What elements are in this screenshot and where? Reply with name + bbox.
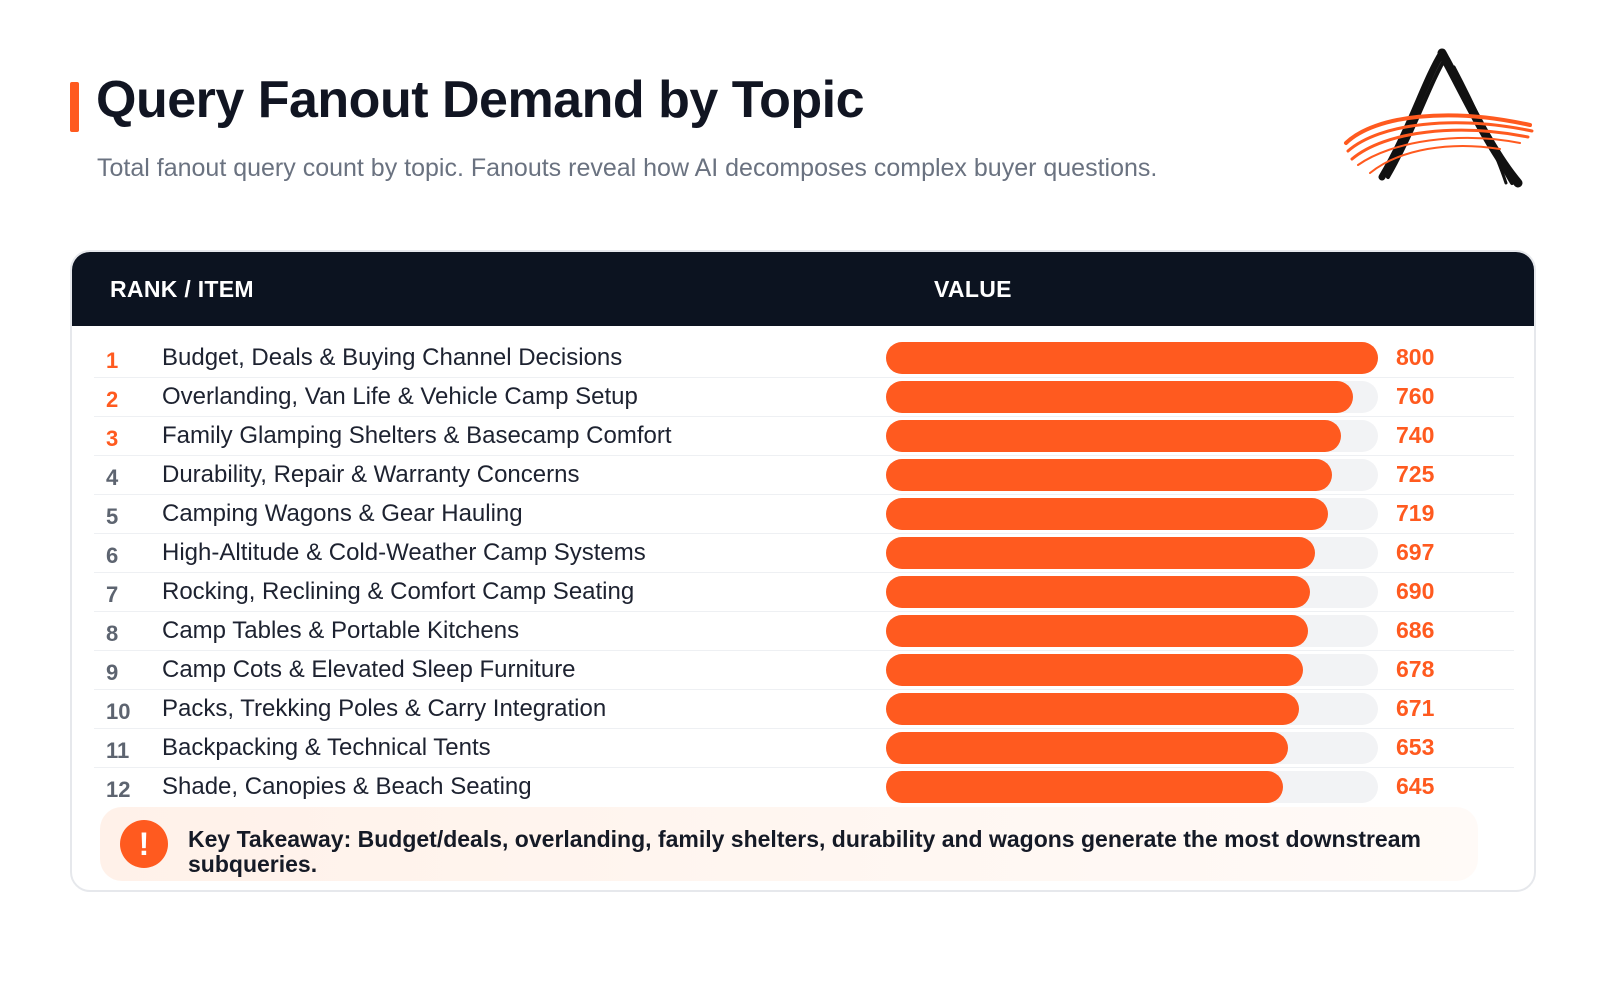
row-rank: 6 bbox=[106, 543, 119, 568]
stylized-a-logo-icon bbox=[1344, 48, 1534, 188]
table-row: 3 Family Glamping Shelters & Basecamp Com… bbox=[94, 416, 1514, 456]
row-value-label: 690 bbox=[1396, 578, 1435, 604]
value-bar bbox=[886, 537, 1315, 569]
title-accent-bar bbox=[70, 82, 79, 132]
table-row: 9 Camp Cots & Elevated Sleep Furniture 678 bbox=[94, 650, 1514, 690]
bar-track bbox=[886, 576, 1378, 608]
column-header-value: VALUE bbox=[934, 276, 1012, 302]
bar-track bbox=[886, 498, 1378, 530]
row-rank: 2 bbox=[106, 387, 119, 412]
row-value-label: 719 bbox=[1396, 500, 1435, 526]
column-header-rank-item: RANK / ITEM bbox=[110, 276, 254, 302]
table-row: 12 Shade, Canopies & Beach Seating 645 bbox=[94, 767, 1514, 806]
value-bar bbox=[886, 459, 1332, 491]
bar-track bbox=[886, 771, 1378, 803]
row-value-label: 671 bbox=[1396, 695, 1435, 721]
key-takeaway-callout: ! Key Takeaway: Budget/deals, overlandin… bbox=[100, 807, 1478, 881]
row-item-label: Durability, Repair & Warranty Concerns bbox=[162, 461, 580, 488]
bar-track bbox=[886, 459, 1378, 491]
row-rank: 8 bbox=[106, 621, 119, 646]
value-bar bbox=[886, 342, 1378, 374]
bar-track bbox=[886, 693, 1378, 725]
row-item-label: Overlanding, Van Life & Vehicle Camp Set… bbox=[162, 383, 638, 410]
row-rank: 5 bbox=[106, 504, 119, 529]
bar-track bbox=[886, 654, 1378, 686]
row-rank: 7 bbox=[106, 582, 119, 607]
row-value-label: 678 bbox=[1396, 656, 1435, 682]
value-bar bbox=[886, 381, 1353, 413]
row-rank: 9 bbox=[106, 660, 119, 685]
row-rank: 12 bbox=[106, 777, 131, 802]
row-rank: 4 bbox=[106, 465, 119, 490]
table-header: RANK / ITEM VALUE bbox=[72, 252, 1534, 326]
row-value-label: 740 bbox=[1396, 422, 1435, 448]
table-row: 2 Overlanding, Van Life & Vehicle Camp Se… bbox=[94, 377, 1514, 417]
row-value-label: 800 bbox=[1396, 344, 1435, 370]
bar-track bbox=[886, 342, 1378, 374]
ranking-table: RANK / ITEM VALUE 1 Budget, Deals & Buyin… bbox=[70, 250, 1536, 892]
row-rank: 1 bbox=[106, 348, 119, 373]
table-row: 10 Packs, Trekking Poles & Carry Integrat… bbox=[94, 689, 1514, 729]
value-bar bbox=[886, 732, 1288, 764]
row-value-label: 697 bbox=[1396, 539, 1435, 565]
exclamation-icon: ! bbox=[120, 820, 168, 868]
row-item-label: Camping Wagons & Gear Hauling bbox=[162, 500, 523, 527]
row-item-label: Budget, Deals & Buying Channel Decisions bbox=[162, 344, 623, 371]
bar-track bbox=[886, 381, 1378, 413]
row-rank: 3 bbox=[106, 426, 119, 451]
row-item-label: Camp Tables & Portable Kitchens bbox=[162, 617, 520, 644]
value-bar bbox=[886, 420, 1341, 452]
table-row: 5 Camping Wagons & Gear Hauling 719 bbox=[94, 494, 1514, 534]
key-takeaway-text: Key Takeaway: Budget/deals, overlanding,… bbox=[188, 826, 1421, 877]
value-bar bbox=[886, 771, 1283, 803]
row-item-label: Backpacking & Technical Tents bbox=[162, 734, 491, 761]
page-subtitle: Total fanout query count by topic. Fanou… bbox=[97, 154, 1158, 182]
value-bar bbox=[886, 498, 1328, 530]
row-item-label: Packs, Trekking Poles & Carry Integratio… bbox=[162, 695, 607, 722]
value-bar bbox=[886, 576, 1310, 608]
value-bar bbox=[886, 693, 1299, 725]
page-title: Query Fanout Demand by Topic bbox=[96, 71, 865, 129]
value-bar bbox=[886, 654, 1303, 686]
row-value-label: 760 bbox=[1396, 383, 1435, 409]
table-row: 1 Budget, Deals & Buying Channel Decision… bbox=[94, 338, 1514, 378]
row-value-label: 725 bbox=[1396, 461, 1435, 487]
bar-track bbox=[886, 537, 1378, 569]
bar-track bbox=[886, 615, 1378, 647]
row-item-label: Rocking, Reclining & Comfort Camp Seatin… bbox=[162, 578, 635, 605]
value-bar bbox=[886, 615, 1308, 647]
table-row: 6 High-Altitude & Cold-Weather Camp Syste… bbox=[94, 533, 1514, 573]
row-value-label: 686 bbox=[1396, 617, 1435, 643]
row-item-label: Family Glamping Shelters & Basecamp Comf… bbox=[162, 422, 672, 449]
row-value-label: 645 bbox=[1396, 773, 1435, 799]
table-row: 7 Rocking, Reclining & Comfort Camp Seati… bbox=[94, 572, 1514, 612]
row-rank: 11 bbox=[106, 738, 130, 763]
row-rank: 10 bbox=[106, 699, 131, 724]
bar-track bbox=[886, 420, 1378, 452]
row-value-label: 653 bbox=[1396, 734, 1435, 760]
table-row: 4 Durability, Repair & Warranty Concerns 7… bbox=[94, 455, 1514, 495]
row-item-label: High-Altitude & Cold-Weather Camp System… bbox=[162, 539, 646, 566]
bar-track bbox=[886, 732, 1378, 764]
table-row: 8 Camp Tables & Portable Kitchens 686 bbox=[94, 611, 1514, 651]
row-item-label: Camp Cots & Elevated Sleep Furniture bbox=[162, 656, 576, 683]
row-item-label: Shade, Canopies & Beach Seating bbox=[162, 773, 532, 800]
table-row: 11 Backpacking & Technical Tents 653 bbox=[94, 728, 1514, 768]
